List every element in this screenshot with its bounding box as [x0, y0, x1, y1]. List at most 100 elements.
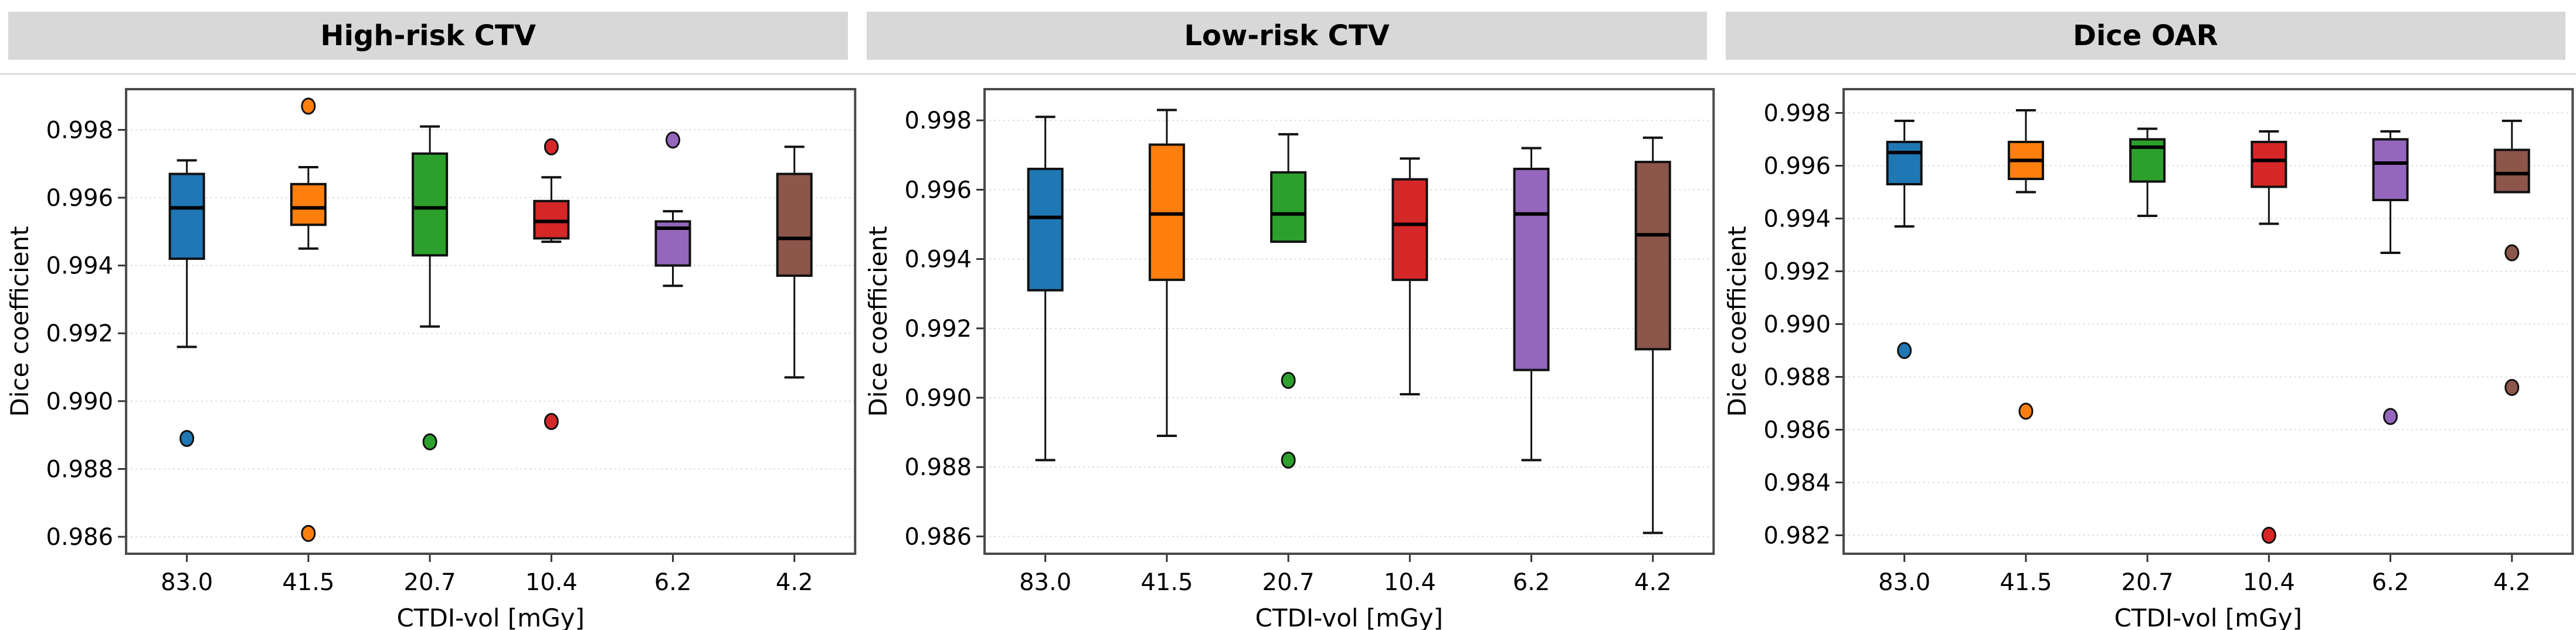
- y-tick-label: 0.982: [1763, 523, 1831, 550]
- iqr-box: [1270, 171, 1307, 243]
- outlier-point: [1281, 451, 1296, 469]
- y-axis-label: Dice coefficient: [5, 226, 34, 416]
- box-83.0: [1027, 116, 1064, 462]
- x-tick-label: 4.2: [2493, 569, 2531, 596]
- y-tick-label: 0.994: [46, 253, 114, 280]
- y-tick-label: 0.990: [1763, 311, 1831, 338]
- y-tick-label: 0.990: [905, 385, 972, 412]
- outlier-point: [422, 433, 437, 451]
- x-axis-label: CTDI-vol [mGy]: [2114, 604, 2302, 630]
- outlier-point: [2504, 379, 2519, 396]
- x-tick-label: 6.2: [2371, 569, 2409, 596]
- outlier-point: [2504, 244, 2519, 262]
- iqr-box: [290, 182, 327, 226]
- outlier-point: [179, 429, 195, 447]
- axes-frame: [1842, 88, 2574, 555]
- boxplot-high-risk-ctv: 0.998 0.996 0.994 0.992 0.990 0.988 0.986 83.0 4…: [5, 88, 857, 630]
- axes-frame: [125, 88, 857, 555]
- figure-divider-line: [0, 73, 2576, 74]
- box-10.4: [1391, 157, 1428, 396]
- y-tick-label: 0.998: [1763, 100, 1831, 127]
- iqr-box: [1886, 141, 1923, 185]
- y-tick-label: 0.986: [46, 524, 114, 551]
- x-tick-label: 41.5: [2000, 569, 2052, 596]
- x-tick-label: 4.2: [776, 569, 813, 596]
- x-tick-label: 41.5: [282, 569, 334, 596]
- box-6.2: [2372, 130, 2409, 425]
- x-tick-label: 10.4: [2242, 569, 2295, 596]
- x-tick-label: 6.2: [654, 569, 692, 596]
- x-tick-label: 83.0: [1878, 569, 1930, 596]
- outlier-point: [301, 97, 316, 115]
- y-axis-label: Dice coefficient: [864, 226, 892, 416]
- y-tick-label: 0.986: [1763, 417, 1831, 444]
- outlier-point: [301, 524, 316, 542]
- box-10.4: [2250, 130, 2287, 544]
- iqr-box: [2493, 148, 2530, 194]
- iqr-box: [1635, 161, 1672, 351]
- box-6.2: [1513, 147, 1550, 462]
- y-tick-label: 0.990: [46, 388, 114, 415]
- y-tick-label: 0.988: [46, 456, 114, 483]
- outlier-point: [666, 131, 681, 149]
- box-41.5: [1149, 109, 1186, 438]
- outlier-point: [2018, 402, 2034, 420]
- panel-low-risk-ctv: Low-risk CTV 0.998 0.996 0.994 0.992 0.990 0.…: [858, 0, 1718, 630]
- iqr-box: [1391, 178, 1428, 282]
- x-tick-label: 6.2: [1513, 569, 1550, 596]
- y-tick-label: 0.998: [46, 117, 114, 144]
- box-41.5: [290, 97, 327, 542]
- x-tick-label: 83.0: [161, 569, 213, 596]
- box-4.2: [2493, 120, 2530, 396]
- box-4.2: [776, 145, 813, 379]
- panel-title-dice-oar: Dice OAR: [1725, 12, 2565, 60]
- x-tick-label: 83.0: [1019, 569, 1071, 596]
- x-tick-label: 10.4: [525, 569, 578, 596]
- box-20.7: [1270, 133, 1307, 469]
- y-tick-label: 0.984: [1763, 470, 1831, 497]
- iqr-box: [168, 172, 205, 260]
- box-83.0: [1886, 120, 1923, 359]
- y-tick-label: 0.992: [1763, 259, 1831, 286]
- outlier-point: [544, 413, 559, 431]
- panel-high-risk-ctv: High-risk CTV 0.998 0.996 0.994 0.992 0.990 0…: [0, 0, 859, 630]
- boxplot-dice-oar: 0.998 0.996 0.994 0.992 0.990 0.988 0.986 0.984…: [1723, 88, 2574, 630]
- box-6.2: [654, 131, 691, 287]
- x-tick-label: 20.7: [2121, 569, 2173, 596]
- x-tick-label: 10.4: [1384, 569, 1436, 596]
- iqr-box: [2250, 141, 2287, 188]
- y-tick-label: 0.996: [905, 177, 972, 204]
- y-tick-label: 0.994: [1763, 206, 1831, 233]
- outlier-point: [2261, 527, 2276, 544]
- x-tick-label: 4.2: [1634, 569, 1672, 596]
- box-20.7: [412, 125, 449, 451]
- axes-frame: [983, 88, 1715, 555]
- x-tick-label: 41.5: [1141, 569, 1193, 596]
- outlier-point: [2382, 408, 2398, 425]
- y-tick-label: 0.992: [46, 320, 114, 347]
- box-10.4: [533, 138, 570, 431]
- iqr-box: [1027, 167, 1064, 292]
- y-tick-label: 0.994: [905, 246, 972, 273]
- iqr-box: [776, 172, 813, 277]
- y-tick-label: 0.998: [905, 107, 972, 134]
- x-tick-label: 20.7: [1262, 569, 1315, 596]
- y-tick-label: 0.986: [905, 523, 972, 550]
- x-axis-label: CTDI-vol [mGy]: [396, 604, 584, 630]
- boxplot-low-risk-ctv: 0.998 0.996 0.994 0.992 0.990 0.988 0.986 83.0 4…: [864, 88, 1715, 630]
- y-tick-label: 0.992: [905, 316, 972, 343]
- box-20.7: [2129, 127, 2166, 217]
- panel-title-high-risk-ctv: High-risk CTV: [8, 12, 849, 60]
- iqr-box: [412, 152, 449, 257]
- y-tick-label: 0.988: [905, 454, 972, 481]
- box-41.5: [2007, 109, 2044, 420]
- panel-title-low-risk-ctv: Low-risk CTV: [867, 12, 1707, 60]
- box-83.0: [168, 159, 205, 447]
- panel-dice-oar: Dice OAR 0.998 0.996 0.994 0.992 0.990 0.988 0…: [1717, 0, 2576, 630]
- y-tick-label: 0.988: [1763, 364, 1831, 391]
- y-axis-label: Dice coefficient: [1723, 226, 1752, 416]
- outlier-point: [544, 138, 559, 155]
- iqr-box: [1513, 167, 1550, 371]
- box-4.2: [1635, 136, 1672, 534]
